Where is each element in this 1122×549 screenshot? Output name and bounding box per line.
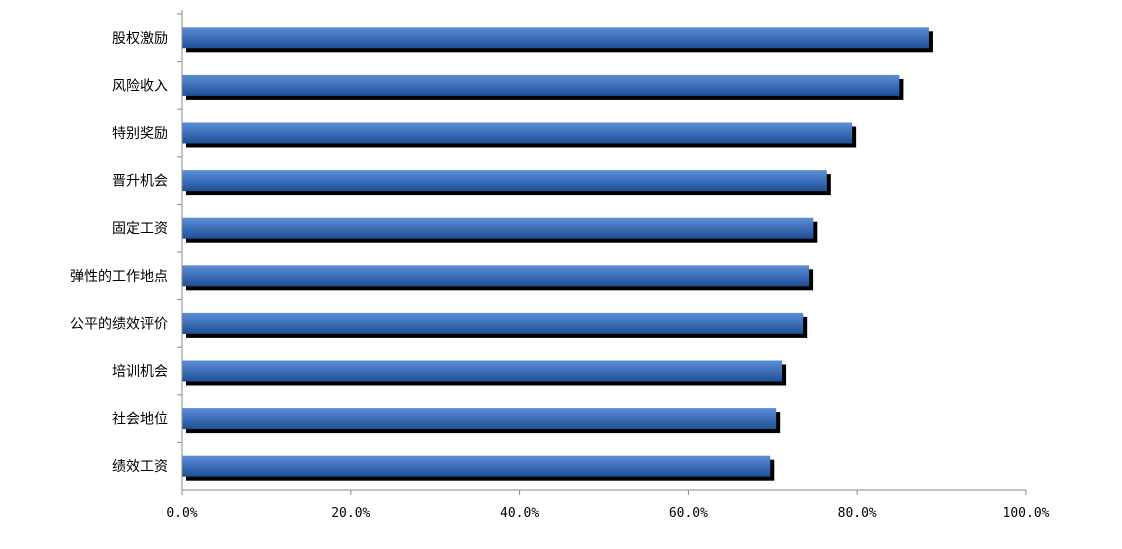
category-label: 晋升机会 — [112, 174, 168, 190]
x-tick-label: 60.0% — [669, 506, 708, 521]
category-label: 弹性的工作地点 — [70, 269, 168, 285]
bar — [182, 455, 771, 477]
x-tick-label: 40.0% — [500, 506, 539, 521]
x-tick-label: 0.0% — [166, 506, 197, 521]
bar — [182, 408, 777, 430]
bar — [182, 74, 900, 96]
category-label: 固定工资 — [112, 221, 168, 237]
bar — [182, 27, 929, 49]
category-label: 培训机会 — [112, 364, 168, 380]
bar — [182, 265, 810, 287]
category-label: 股权激励 — [112, 30, 168, 47]
bars-layer — [182, 27, 933, 481]
bar — [182, 170, 827, 192]
category-labels: 股权激励风险收入特别奖励晋升机会固定工资弹性的工作地点公平的绩效评价培训机会社会… — [70, 30, 168, 475]
bar — [182, 360, 783, 382]
x-tick-labels: 0.0% 20.0% 40.0% 60.0% 80.0% 100.0% — [166, 506, 1049, 521]
bar — [182, 312, 804, 334]
category-label: 绩效工资 — [112, 459, 168, 475]
x-tick-label: 100.0% — [1003, 506, 1050, 521]
x-tick-label: 20.0% — [331, 506, 370, 521]
category-label: 特别奖励 — [112, 125, 168, 142]
category-label: 风险收入 — [112, 78, 168, 94]
category-label: 公平的绩效评价 — [70, 316, 168, 332]
x-tick-label: 80.0% — [838, 506, 877, 521]
bar — [182, 122, 853, 144]
axes-layer — [177, 10, 1027, 495]
bar — [182, 217, 814, 239]
category-label: 社会地位 — [112, 412, 168, 428]
